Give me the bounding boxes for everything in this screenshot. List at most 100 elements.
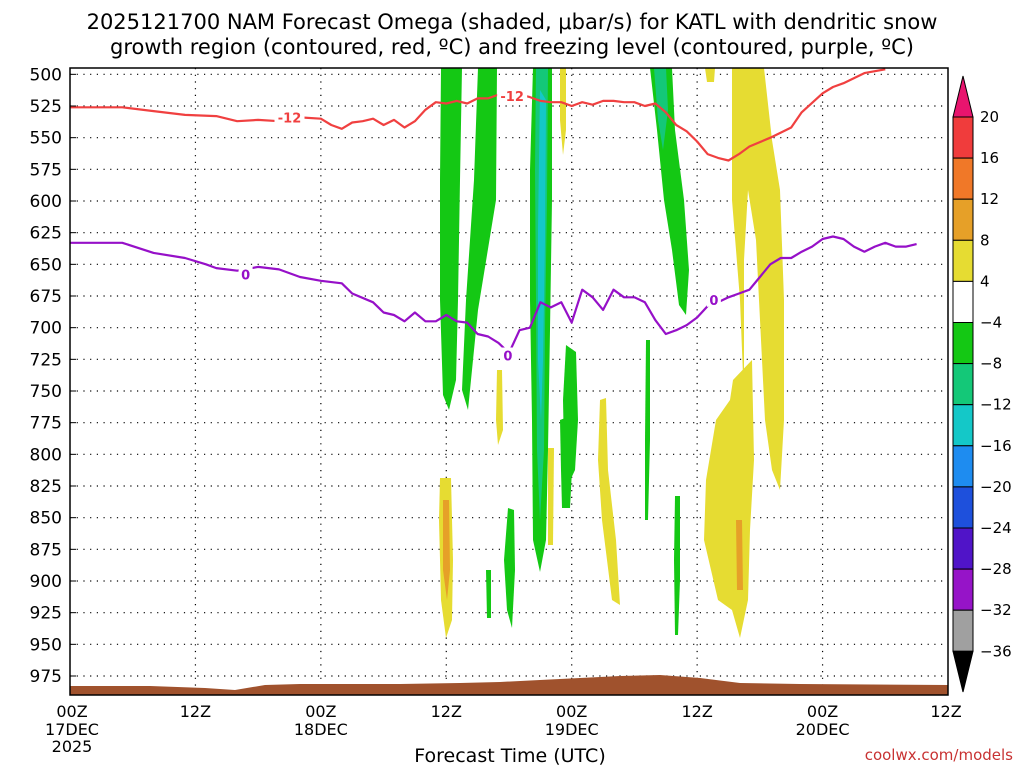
x-tick-label-48-1: 00Z	[556, 702, 587, 721]
omega-yellow-region-6	[560, 68, 566, 155]
contour-labels: -12 -12 0 0 0	[238, 87, 721, 365]
chart-title-line1: 2025121700 NAM Forecast Omega (shaded, μ…	[87, 10, 938, 34]
x-tick-label-0-2: 17DEC	[45, 720, 99, 739]
colorbar-swatch-9	[952, 445, 974, 488]
omega-yellow-region-5	[496, 370, 503, 445]
contour-label-bg-1-0	[238, 266, 253, 282]
y-tick-label-600: 600	[30, 192, 62, 212]
y-tick-label-950: 950	[30, 635, 62, 655]
colorbar-swatch-1	[952, 116, 974, 159]
colorbar-label-7: −12	[980, 396, 1012, 414]
colorbar-swatch-10	[952, 486, 974, 529]
y-tick-label-550: 550	[30, 129, 62, 149]
x-tick-label-12-1: 12Z	[180, 702, 211, 721]
contour-label-0-1: -12	[500, 90, 524, 105]
y-tick-label-750: 750	[30, 382, 62, 402]
y-tick-label-875: 875	[30, 540, 62, 560]
colorbar-label-2: 12	[980, 190, 999, 208]
y-tick-label-825: 825	[30, 477, 62, 497]
x-tick-label-0-1: 00Z	[56, 702, 87, 721]
colorbar-label-5: −4	[980, 314, 1002, 332]
colorbar-label-4: 4	[980, 272, 990, 290]
omega-green-region-9	[674, 496, 680, 635]
x-tick-label-72-2: 20DEC	[796, 720, 850, 739]
colorbar-cap-bottom	[952, 650, 974, 693]
y-tick-label-650: 650	[30, 255, 62, 275]
omega-yellow-region-8	[705, 68, 715, 82]
colorbar-label-11: −28	[980, 560, 1012, 578]
y-tick-label-525: 525	[30, 97, 62, 117]
contour-line-minus12c	[70, 68, 886, 162]
y-tick-label-575: 575	[30, 160, 62, 180]
y-tick-label-900: 900	[30, 572, 62, 592]
colorbar: 20 16 12 8 4 −4 −8 −12 −16 −20 −24 −28 −32 −36	[952, 75, 1012, 693]
colorbar-swatch-8	[952, 404, 974, 447]
watermark: coolwx.com/models	[865, 746, 1013, 764]
chart-title-line2: growth region (contoured, red, ºC) and f…	[110, 35, 914, 59]
contour-label-bg-0-0	[274, 109, 305, 125]
y-tick-label-675: 675	[30, 287, 62, 307]
contour-label-bg-0-1	[497, 87, 528, 103]
x-tick-label-84-1: 12Z	[930, 702, 961, 721]
y-tick-label-800: 800	[30, 445, 62, 465]
y-tick-label-500: 500	[30, 65, 62, 85]
colorbar-label-8: −16	[980, 437, 1012, 455]
colorbar-swatch-3	[952, 198, 974, 241]
x-tick-label-48-2: 19DEC	[545, 720, 599, 739]
colorbar-label-6: −8	[980, 355, 1002, 373]
colorbar-label-9: −20	[980, 478, 1012, 496]
omega-cyan-region-3	[538, 90, 546, 420]
omega-green-region-7	[504, 508, 515, 628]
y-tick-label-925: 925	[30, 604, 62, 624]
x-axis-label: Forecast Time (UTC)	[414, 745, 605, 767]
colorbar-label-13: −36	[980, 642, 1012, 660]
colorbar-swatch-7	[952, 363, 974, 406]
contour-label-1-2: 0	[709, 294, 718, 309]
omega-green-region-10	[645, 340, 650, 520]
colorbar-label-12: −32	[980, 601, 1012, 619]
colorbar-swatch-6	[952, 322, 974, 365]
colorbar-cap-top	[952, 75, 974, 118]
colorbar-swatch-11	[952, 527, 974, 570]
omega-green-region-1	[440, 68, 462, 410]
y-tick-label-700: 700	[30, 319, 62, 339]
x-tick-label-0-3: 2025	[52, 737, 93, 756]
x-tick-label-24-1: 00Z	[305, 702, 336, 721]
colorbar-label-0: 20	[980, 108, 999, 126]
contour-label-0-0: -12	[278, 111, 302, 126]
contour-lines	[70, 68, 917, 355]
omega-shading	[70, 68, 948, 695]
colorbar-swatch-2	[952, 157, 974, 200]
colorbar-label-1: 16	[980, 149, 999, 167]
y-tick-label-725: 725	[30, 350, 62, 370]
contour-label-1-0: 0	[241, 268, 250, 283]
y-tick-label-775: 775	[30, 414, 62, 434]
omega-yellow-region-7	[548, 448, 554, 545]
omega-green-region-2	[462, 68, 497, 410]
terrain-surface	[70, 675, 948, 695]
y-tick-label-850: 850	[30, 509, 62, 529]
colorbar-label-10: −24	[980, 519, 1012, 537]
contour-label-bg-1-1	[500, 347, 515, 363]
colorbar-swatch-13	[952, 609, 974, 652]
omega-orange-region-2	[736, 520, 743, 590]
omega-green-region-8	[486, 570, 491, 618]
y-axis: 500 525 550 575 600 625 650 675 700 725 750 775 800 8…	[30, 65, 76, 687]
omega-yellow-region-4	[598, 398, 620, 605]
colorbar-label-3: 8	[980, 231, 990, 249]
colorbar-swatch-12	[952, 568, 974, 611]
x-tick-label-72-1: 00Z	[807, 702, 838, 721]
y-tick-label-625: 625	[30, 224, 62, 244]
y-tick-label-975: 975	[30, 667, 62, 687]
contour-label-bg-1-2	[706, 291, 721, 307]
contour-line-freezing-level	[70, 235, 917, 355]
colorbar-swatch-5	[952, 280, 974, 323]
contour-label-1-1: 0	[503, 350, 512, 365]
x-tick-label-36-1: 12Z	[431, 702, 462, 721]
colorbar-swatch-4	[952, 239, 974, 282]
omega-orange-region-3	[443, 500, 450, 600]
omega-green-region-5	[560, 415, 573, 508]
x-tick-label-60-1: 12Z	[681, 702, 712, 721]
